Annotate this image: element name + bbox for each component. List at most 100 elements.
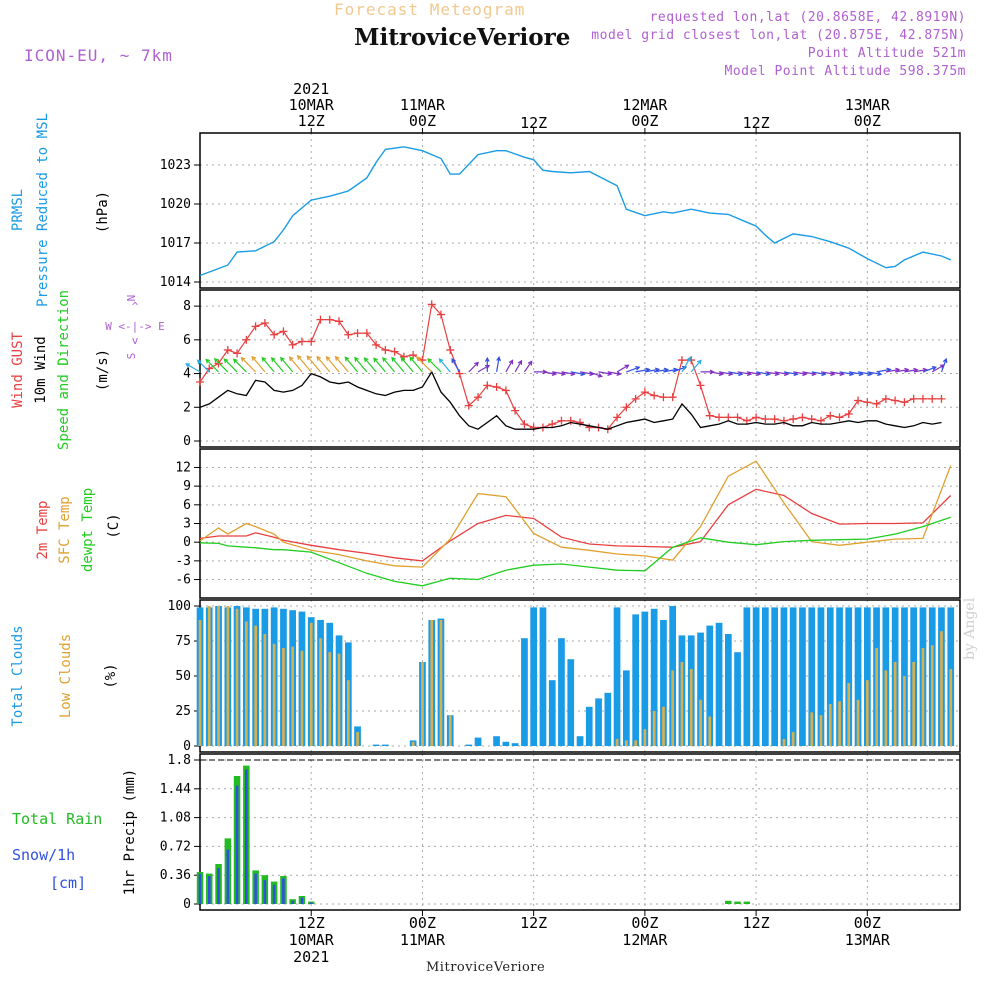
low-cloud-bar [699,699,702,746]
temperature-frame [199,448,961,599]
low-cloud-bar [245,621,248,746]
total-cloud-bar [743,607,751,746]
gust-marker [909,394,918,403]
gust-marker [372,340,381,349]
y-tick-label: 1.8 [168,753,191,768]
clouds-ylabel-total: Total Clouds [10,625,26,726]
wind-panel: 0 2 4 6 8 [183,289,961,449]
total-cloud-bar [789,607,797,746]
total-cloud-bar [715,622,723,746]
wind-direction-arrow [279,356,294,373]
gust-marker [668,393,677,402]
total-cloud-bar [585,706,593,746]
total-cloud-bar [604,692,612,746]
low-cloud-bar [411,741,415,746]
gust-marker [770,415,779,424]
gust-marker [576,418,584,427]
top-time-label: 00Z [854,112,881,130]
gust-marker [307,337,316,346]
gust-marker [233,349,242,358]
low-cloud-bar [689,669,693,746]
wind-ylabel-unit: (m/s) [95,349,111,391]
pressure-panel: 1014 1017 1020 1023 [160,132,961,290]
wind-ylabel-gust: Wind GUST [10,332,26,408]
wind-direction-arrow [354,356,368,373]
gust-marker [270,330,279,339]
total-cloud-bar [548,680,556,746]
clouds-ylabel-unit: (%) [103,663,119,688]
gust-marker [427,300,436,309]
gust-marker [353,329,362,338]
precip-ylabel-unit: 1hr Precip (mm) [122,769,138,895]
low-cloud-bar [875,648,878,746]
y-tick-label: 1023 [160,158,191,173]
gust-marker [779,416,788,425]
gust-marker [613,413,622,422]
gust-marker [733,413,742,422]
y-tick-label: 0.72 [160,839,191,854]
closest-coords: model grid closest lon,lat (20.875E, 42.… [591,28,966,43]
gust-marker [677,356,686,365]
gust-marker [844,410,853,419]
low-cloud-bar [439,620,443,746]
y-tick-label: 1014 [160,275,191,290]
low-cloud-bar [272,643,276,746]
y-tick-label: -6 [175,573,191,588]
low-cloud-bar [680,662,684,746]
wind-direction-arrow [867,371,883,377]
snow-bar [291,900,294,904]
gust-marker [196,377,204,386]
top-time-label: 00Z [631,112,658,130]
wind-direction-arrow [382,356,396,373]
low-cloud-bar [282,648,285,746]
low-cloud-bar [347,680,350,746]
chart-subtitle: Forecast Meteogram [334,0,526,19]
wind-direction-arrow [409,356,423,373]
low-cloud-bar [662,706,665,746]
snow-bar [300,897,304,904]
compass-up: ^ [132,300,139,313]
wind-direction-arrow [427,358,442,373]
total-cloud-bar [836,607,843,746]
gust-marker [724,413,733,422]
total-cloud-bar [595,698,602,746]
pressure-ylabel-prmsl: PRMSL [10,189,26,231]
rain-bar [725,900,732,904]
y-tick-label: 6 [183,333,191,348]
pressure-ylabel-desc: Pressure Reduced to MSL [35,113,51,307]
gust-marker [872,399,881,408]
wind-direction-arrow [296,354,312,373]
wind-direction-arrow [451,358,461,373]
low-cloud-bar [263,634,267,746]
low-cloud-bar [615,739,619,746]
low-cloud-bar [921,648,925,746]
total-cloud-bar [465,744,473,746]
model-altitude: Model Point Altitude 598.375m [724,64,966,79]
rain-bar [734,901,741,904]
snow-bar [282,878,285,904]
low-cloud-bar [847,683,851,746]
total-cloud-bar [697,632,704,746]
y-tick-label: 6 [183,498,191,513]
snow-bar [309,902,313,904]
precip-panel: 0 0.36 0.72 1.08 1.44 1.8 [160,753,961,912]
total-cloud-bar [502,741,510,746]
total-cloud-bar [576,736,584,746]
wind-direction-arrow [185,363,201,373]
gust-marker [548,420,557,429]
snow-bar [254,873,257,904]
gust-marker [622,403,631,412]
gust-marker [566,416,575,425]
low-cloud-bar [643,729,647,746]
gust-marker [251,322,260,331]
low-cloud-bar [828,704,832,746]
y-tick-label: 1.08 [160,811,191,826]
gust-marker [474,393,483,402]
gust-marker [344,330,353,339]
pressure-ylabel-unit: (hPa) [95,191,111,233]
gust-marker [900,398,909,407]
low-cloud-bar [207,606,211,746]
point-altitude: Point Altitude 521m [807,46,966,61]
low-cloud-bar [671,670,674,746]
